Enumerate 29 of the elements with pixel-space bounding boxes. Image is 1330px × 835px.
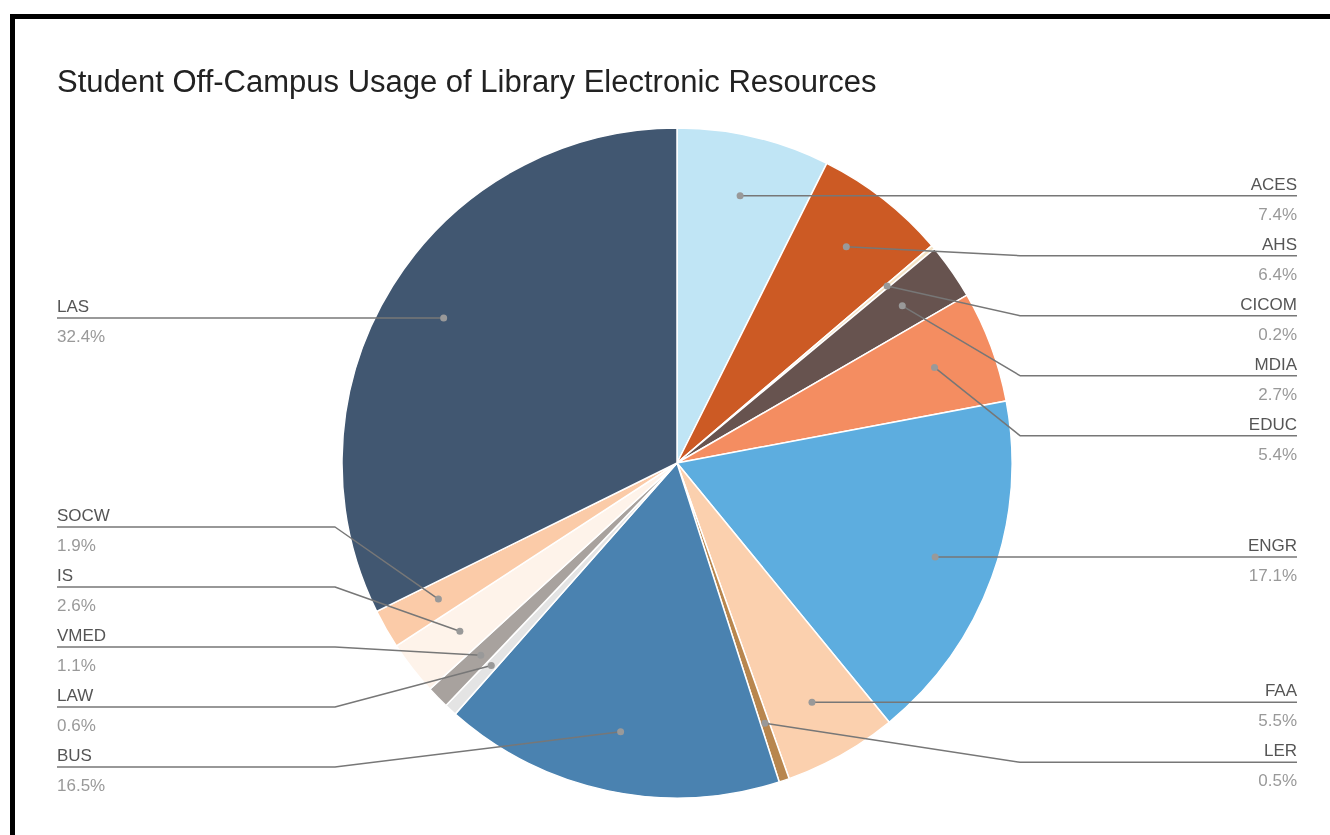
chart-title: Student Off-Campus Usage of Library Electronic Resources (57, 64, 877, 99)
slice-label: LER (1263, 741, 1297, 761)
slice-label: AHS (1262, 234, 1297, 254)
slice-label: SOCW (57, 506, 110, 525)
slice-label: LAS (57, 297, 90, 317)
slice-label: CICOM (1240, 294, 1297, 314)
data-label: 32.4% (57, 327, 106, 347)
slice-label: LAW (57, 686, 94, 705)
data-label: 16.5% (57, 776, 106, 795)
data-label: 1.9% (57, 536, 96, 555)
data-label: 0.5% (1258, 771, 1297, 791)
data-label: 6.4% (1258, 264, 1297, 284)
data-label: 0.2% (1258, 324, 1297, 344)
data-label: 2.7% (1258, 384, 1297, 404)
data-label: 7.4% (1258, 204, 1297, 224)
slice-label: BUS (57, 746, 92, 765)
data-label: 1.1% (57, 656, 96, 675)
slice-label: EDUC (1248, 414, 1297, 434)
data-label: 5.4% (1258, 444, 1297, 464)
slice-label: MDIA (1254, 354, 1298, 374)
slice-label: FAA (1264, 681, 1298, 701)
slice-label: VMED (57, 626, 107, 645)
data-label: 0.6% (57, 716, 96, 735)
slice-label: IS (57, 566, 74, 585)
slice-label: ACES (1250, 174, 1297, 194)
data-label: 5.5% (1258, 711, 1297, 731)
data-label: 2.6% (57, 596, 96, 615)
slice-label: ENGR (1247, 536, 1297, 555)
data-label: 17.1% (1248, 566, 1297, 585)
